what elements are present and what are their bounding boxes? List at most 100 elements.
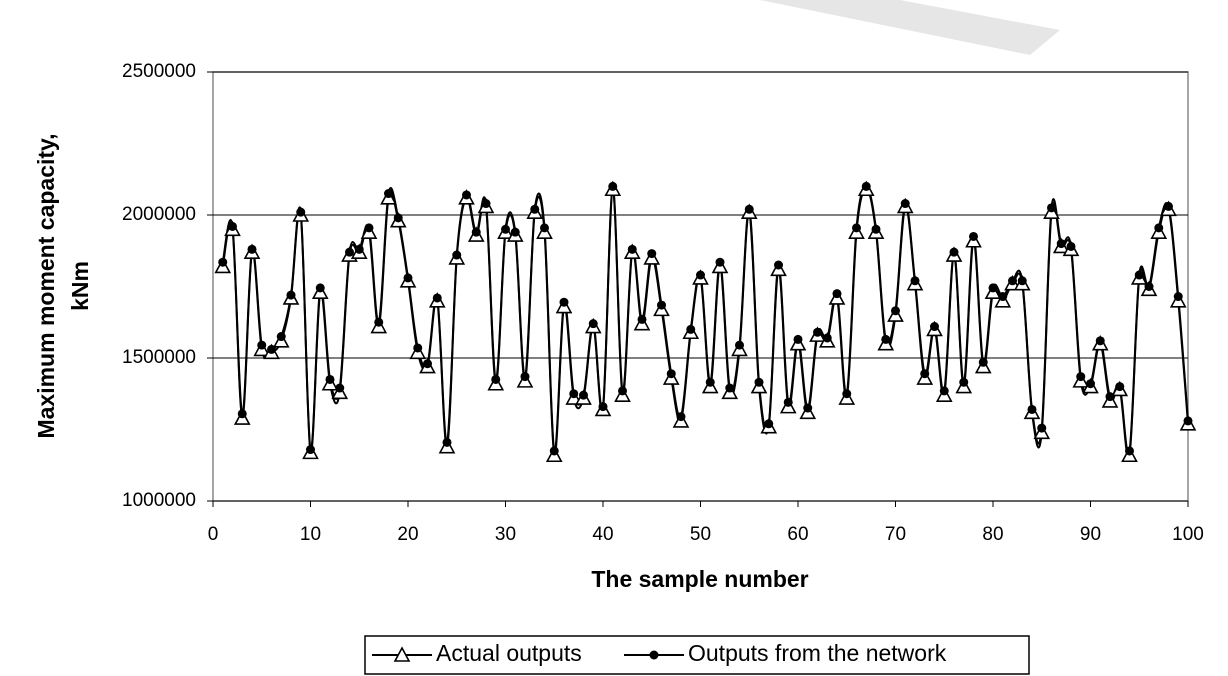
x-axis-title: The sample number bbox=[591, 566, 808, 592]
data-point bbox=[588, 319, 598, 329]
data-point bbox=[832, 289, 842, 299]
data-point bbox=[608, 181, 618, 191]
data-point bbox=[267, 344, 276, 354]
data-point bbox=[393, 213, 403, 223]
data-point bbox=[754, 377, 764, 387]
data-point bbox=[618, 386, 627, 396]
data-point bbox=[442, 437, 452, 447]
x-tick-label: 90 bbox=[1080, 524, 1101, 545]
data-point bbox=[657, 300, 666, 310]
data-point bbox=[930, 322, 939, 332]
data-point bbox=[413, 343, 423, 353]
data-point bbox=[676, 412, 686, 422]
data-point bbox=[822, 333, 832, 343]
x-tick-label: 100 bbox=[1172, 524, 1204, 545]
data-point bbox=[1144, 282, 1154, 291]
data-point bbox=[481, 199, 491, 209]
data-point bbox=[1173, 292, 1183, 302]
data-point bbox=[647, 249, 657, 259]
data-point bbox=[247, 244, 257, 254]
data-point bbox=[520, 372, 530, 382]
data-point bbox=[1154, 223, 1164, 233]
data-point bbox=[803, 403, 813, 413]
data-point bbox=[354, 244, 364, 254]
y-tick-label: 2500000 bbox=[122, 61, 196, 82]
data-point bbox=[471, 227, 481, 237]
data-point bbox=[218, 257, 228, 267]
data-point bbox=[569, 389, 579, 399]
data-point bbox=[403, 273, 413, 283]
x-tick-label: 40 bbox=[592, 524, 613, 545]
legend-box bbox=[364, 635, 1030, 675]
data-point bbox=[228, 221, 237, 231]
data-point bbox=[891, 306, 900, 316]
x-tick-label: 0 bbox=[208, 524, 219, 545]
data-point bbox=[1056, 239, 1066, 249]
data-point bbox=[1037, 423, 1047, 433]
data-point bbox=[920, 369, 930, 379]
x-tick-label: 80 bbox=[982, 524, 1003, 545]
data-point bbox=[530, 204, 540, 214]
data-point bbox=[306, 445, 315, 455]
data-point bbox=[374, 317, 384, 327]
data-point bbox=[1164, 201, 1173, 211]
data-point bbox=[637, 314, 647, 324]
data-point bbox=[432, 293, 442, 303]
data-point bbox=[666, 369, 676, 379]
data-point bbox=[491, 374, 501, 384]
y-tick-label: 2000000 bbox=[122, 204, 196, 225]
data-point bbox=[1008, 276, 1017, 286]
data-point bbox=[559, 297, 569, 307]
data-point bbox=[276, 332, 286, 342]
legend-marker bbox=[393, 646, 411, 662]
data-point bbox=[686, 324, 696, 334]
x-tick-label: 10 bbox=[300, 524, 321, 545]
watermark bbox=[760, 0, 1060, 55]
legend-label: Outputs from the network bbox=[688, 640, 947, 666]
data-point bbox=[861, 181, 871, 191]
data-point bbox=[1017, 276, 1027, 286]
data-point bbox=[783, 397, 793, 407]
y-tick-label: 1500000 bbox=[122, 347, 196, 368]
data-point bbox=[510, 227, 520, 237]
x-tick-label: 60 bbox=[787, 524, 808, 545]
data-point bbox=[774, 260, 783, 270]
data-point bbox=[813, 327, 822, 337]
x-tick-label: 50 bbox=[690, 524, 711, 545]
data-point bbox=[598, 402, 608, 412]
data-point bbox=[715, 257, 725, 267]
data-point bbox=[735, 340, 744, 350]
y-axis-title: kNm bbox=[67, 261, 93, 311]
data-point bbox=[696, 270, 705, 280]
data-point bbox=[1125, 446, 1134, 456]
data-point bbox=[335, 383, 345, 393]
data-point bbox=[1086, 379, 1095, 389]
data-point bbox=[579, 390, 588, 400]
data-point bbox=[978, 357, 988, 367]
data-point bbox=[315, 283, 325, 293]
data-point bbox=[1076, 372, 1086, 382]
y-tick-label: 1000000 bbox=[122, 490, 196, 511]
data-point bbox=[939, 386, 949, 396]
data-point bbox=[744, 204, 754, 214]
data-point bbox=[1027, 404, 1037, 414]
data-point bbox=[764, 419, 774, 429]
x-tick-label: 70 bbox=[885, 524, 906, 545]
legend-marker bbox=[649, 650, 659, 660]
x-tick-label: 30 bbox=[495, 524, 516, 545]
data-point bbox=[1066, 241, 1076, 251]
data-point bbox=[900, 199, 910, 209]
data-point bbox=[705, 377, 715, 387]
data-point bbox=[998, 292, 1008, 302]
data-point bbox=[364, 223, 374, 233]
data-point bbox=[725, 383, 735, 393]
data-point bbox=[881, 334, 891, 344]
data-point bbox=[345, 247, 354, 257]
x-tick-label: 20 bbox=[397, 524, 418, 545]
data-point bbox=[1105, 392, 1115, 402]
data-point bbox=[462, 190, 471, 200]
data-point bbox=[871, 224, 881, 234]
data-point bbox=[1095, 336, 1105, 346]
data-point bbox=[988, 283, 998, 293]
